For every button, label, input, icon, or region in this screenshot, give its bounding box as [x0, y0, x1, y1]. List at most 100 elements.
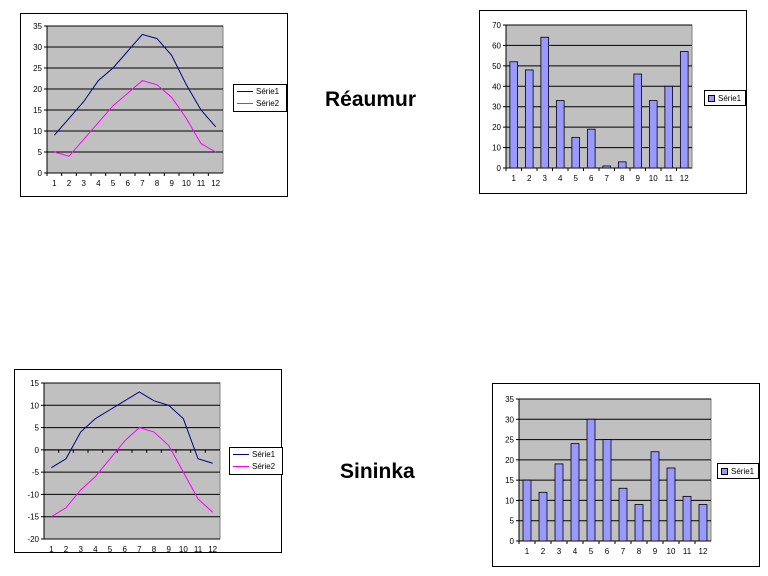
- y-tick-label: 70: [492, 21, 501, 30]
- y-tick-label: 35: [33, 22, 42, 31]
- x-tick-label: 11: [197, 179, 206, 188]
- bar: [633, 73, 643, 169]
- x-tick-label: 10: [667, 547, 676, 556]
- plot-area: [43, 382, 221, 540]
- bar: [664, 85, 674, 169]
- y-tick-label: 0: [510, 537, 515, 546]
- x-tick-label: 6: [589, 174, 594, 183]
- legend-series2-line-swatch: [233, 466, 249, 467]
- x-tick-label: 5: [108, 545, 113, 554]
- bar: [617, 161, 627, 169]
- y-tick-label: 5: [510, 517, 515, 526]
- x-tick-label: 3: [78, 545, 83, 554]
- series2-line: [54, 80, 216, 157]
- x-tick-label: 11: [683, 547, 692, 556]
- bar: [618, 487, 628, 542]
- bar: [509, 61, 519, 169]
- bar: [555, 100, 565, 169]
- x-tick-label: 4: [93, 545, 98, 554]
- x-tick-label: 5: [574, 174, 579, 183]
- sininka-label: Sininka: [340, 460, 415, 483]
- x-tick-label: 1: [52, 179, 57, 188]
- x-tick-label: 8: [155, 179, 160, 188]
- x-tick-label: 12: [211, 179, 220, 188]
- y-tick-label: 50: [492, 62, 501, 71]
- bar: [586, 128, 596, 169]
- y-tick-label: -15: [27, 513, 39, 522]
- x-tick-label: 4: [558, 174, 563, 183]
- x-tick-label: 12: [208, 545, 217, 554]
- legend-series1-line-swatch: [233, 454, 249, 455]
- x-tick-label: 7: [137, 545, 142, 554]
- y-tick-label: 30: [33, 43, 42, 52]
- series1-line: [53, 33, 217, 136]
- legend-series1-label: Série1: [731, 467, 755, 476]
- legend-series1-bar-swatch: [721, 468, 728, 475]
- y-tick-label: 10: [33, 127, 42, 136]
- x-tick-label: 4: [96, 179, 101, 188]
- x-tick-label: 8: [620, 174, 625, 183]
- x-tick-label: 9: [653, 547, 658, 556]
- y-tick-label: -5: [32, 468, 40, 477]
- legend-series1-label: Série1: [718, 94, 742, 103]
- y-tick-label: 10: [505, 496, 514, 505]
- y-tick-label: 0: [38, 169, 43, 178]
- x-tick-label: 6: [122, 545, 127, 554]
- x-tick-label: 3: [81, 179, 86, 188]
- series2-line: [51, 427, 214, 518]
- x-tick-label: 7: [621, 547, 626, 556]
- sininka-bar-legend: Série1: [717, 463, 759, 479]
- x-tick-label: 2: [67, 179, 72, 188]
- bar: [650, 451, 660, 542]
- x-tick-label: 11: [665, 174, 674, 183]
- plot-area: [518, 398, 712, 542]
- bar: [571, 136, 581, 169]
- reaumur-bar-chart: 0 10 20 30 40 50 60 70 1 2 3 4 5 6 7 8 9 10 11 12 Série1: [479, 10, 747, 194]
- x-tick-label: 11: [194, 545, 203, 554]
- y-tick-label: 20: [505, 456, 514, 465]
- reaumur-bar-legend: Série1: [704, 90, 746, 106]
- bar: [522, 479, 532, 542]
- y-tick-label: 15: [505, 476, 514, 485]
- bar: [679, 51, 689, 169]
- x-tick-label: 1: [525, 547, 530, 556]
- x-tick-label: 9: [169, 179, 174, 188]
- legend-series1-label: Série1: [256, 87, 280, 96]
- x-tick-label: 2: [527, 174, 532, 183]
- bar: [524, 69, 534, 169]
- x-tick-label: 4: [573, 547, 578, 556]
- sininka-line-legend: Série1 Série2: [229, 447, 283, 475]
- y-tick-label: 10: [492, 144, 501, 153]
- y-tick-label: 35: [505, 395, 514, 404]
- x-tick-label: 3: [543, 174, 548, 183]
- x-tick-label: 9: [166, 545, 171, 554]
- y-tick-label: 30: [492, 103, 501, 112]
- y-tick-label: 30: [505, 415, 514, 424]
- y-tick-label: -20: [27, 535, 39, 544]
- bar: [554, 463, 564, 542]
- bar: [682, 495, 692, 542]
- series1-line: [51, 391, 213, 469]
- x-tick-label: 5: [111, 179, 116, 188]
- bar: [586, 418, 596, 542]
- plot-area: [505, 24, 693, 169]
- x-tick-label: 2: [541, 547, 546, 556]
- y-tick-label: 0: [35, 446, 40, 455]
- legend-series1-bar-swatch: [708, 95, 715, 102]
- bar: [698, 504, 708, 542]
- x-tick-label: 8: [637, 547, 642, 556]
- legend-series2-label: Série2: [252, 462, 276, 471]
- bar: [540, 36, 550, 169]
- x-tick-label: 6: [605, 547, 610, 556]
- reaumur-line-chart: 0 5 10 15 20 25 30 35 1 2 3 4 5 6 7 8 9 10 11 12 Série1 Sér…: [20, 13, 288, 197]
- sininka-line-chart: -20 -15 -10 -5 0 5 10 15 1 2 3 4 5 6 7 8 9 10 11 12 Série1 …: [14, 369, 283, 554]
- x-tick-label: 1: [49, 545, 54, 554]
- y-tick-label: 5: [35, 424, 40, 433]
- y-tick-label: 15: [33, 106, 42, 115]
- y-tick-label: 15: [30, 379, 39, 388]
- x-tick-label: 2: [64, 545, 69, 554]
